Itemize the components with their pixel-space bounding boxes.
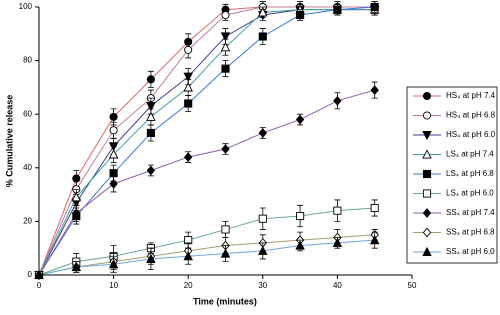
series-line [38, 6, 375, 276]
marker [184, 45, 193, 54]
marker [220, 248, 231, 258]
marker [296, 10, 305, 20]
series-line [38, 89, 375, 276]
marker [258, 128, 267, 138]
marker [370, 2, 379, 12]
marker [333, 206, 342, 215]
marker [258, 245, 268, 255]
marker [109, 112, 118, 121]
x-tick-label: 10 [109, 281, 118, 290]
y-tick-label: 40 [23, 163, 32, 172]
legend-label: LS₄ at pH 6.8 [446, 169, 494, 178]
series-line [38, 207, 375, 276]
marker [72, 208, 81, 219]
marker [220, 32, 231, 42]
marker [221, 64, 230, 73]
series-line [38, 234, 375, 276]
marker [146, 75, 155, 84]
marker [333, 5, 342, 14]
marker [295, 240, 305, 250]
marker [369, 234, 380, 245]
marker [221, 10, 230, 20]
legend-label: HS₄ at pH 6.8 [446, 111, 496, 120]
marker [370, 203, 379, 213]
x-axis-label: Time (minutes) [193, 296, 257, 306]
series-line [38, 9, 375, 276]
legend-label: HS₄ at pH 7.4 [446, 91, 496, 100]
series-line [38, 6, 375, 276]
marker [108, 149, 119, 159]
y-axis-label: % Cumulative release [4, 95, 14, 188]
legend-label: SS₄ at pH 6.0 [446, 247, 495, 256]
legend-label: LS₄ at pH 6.0 [446, 189, 494, 198]
marker [71, 192, 82, 202]
marker [221, 225, 230, 234]
legend-marker [422, 149, 432, 159]
legend-label: LS₄ at pH 7.4 [446, 150, 494, 159]
marker [146, 165, 156, 176]
marker [258, 32, 267, 41]
y-tick-label: 20 [23, 217, 32, 226]
marker [109, 178, 118, 189]
marker [258, 7, 268, 17]
y-tick-label: 60 [23, 109, 32, 118]
legend-marker [422, 169, 432, 179]
marker [183, 251, 193, 261]
legend-label: SS₄ at pH 7.4 [446, 208, 495, 217]
y-tick-label: 100 [19, 2, 33, 11]
marker [258, 214, 267, 223]
marker [296, 211, 305, 221]
marker [295, 114, 305, 125]
x-tick-label: 50 [408, 281, 417, 290]
legend-marker [422, 130, 432, 141]
marker [183, 72, 193, 82]
x-tick-label: 30 [258, 281, 267, 290]
legend-marker [422, 227, 432, 238]
marker [184, 99, 193, 108]
marker [332, 237, 343, 247]
legend-marker [422, 208, 432, 218]
legend-box [406, 86, 498, 264]
marker [109, 126, 118, 135]
legend-label: HS₄ at pH 6.0 [446, 130, 496, 139]
x-tick-label: 40 [333, 281, 342, 290]
legend-marker [422, 246, 432, 257]
series-line [38, 239, 375, 276]
marker [370, 85, 379, 95]
x-tick-label: 0 [37, 281, 42, 290]
marker [146, 128, 155, 138]
marker [183, 82, 193, 92]
y-tick-label: 0 [28, 270, 33, 279]
y-tick-label: 80 [23, 56, 32, 65]
marker [146, 253, 156, 263]
marker [221, 144, 230, 154]
marker [184, 152, 193, 162]
marker [108, 259, 119, 269]
marker [71, 261, 82, 272]
x-tick-label: 20 [184, 281, 193, 290]
marker [146, 102, 156, 112]
marker [220, 42, 231, 52]
marker [34, 269, 44, 280]
legend-marker [422, 189, 432, 198]
legend-label: SS₄ at pH 6.8 [446, 228, 495, 237]
marker [146, 111, 156, 121]
legend-marker [422, 111, 432, 120]
marker [333, 95, 342, 106]
legend-marker [422, 91, 432, 101]
